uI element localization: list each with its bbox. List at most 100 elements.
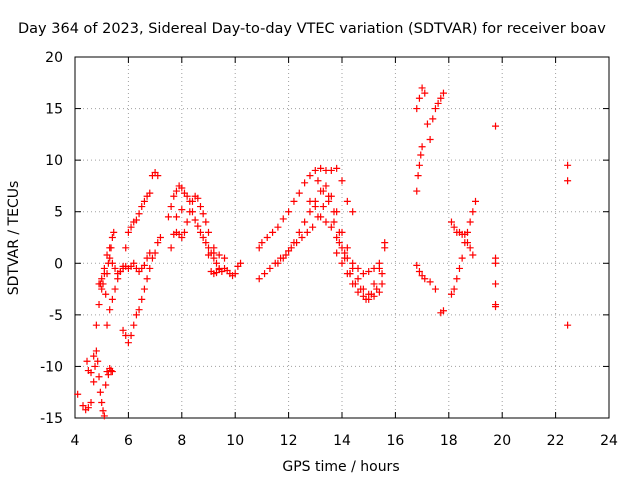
data-point bbox=[107, 367, 115, 375]
data-point bbox=[375, 264, 383, 272]
data-point bbox=[492, 280, 500, 288]
data-point bbox=[322, 218, 330, 226]
data-point bbox=[84, 404, 92, 412]
x-tick-label: 10 bbox=[226, 433, 244, 449]
data-point bbox=[279, 254, 287, 262]
data-point bbox=[196, 228, 204, 236]
data-point bbox=[333, 164, 341, 172]
data-point bbox=[127, 331, 135, 339]
data-point bbox=[306, 172, 314, 180]
data-point bbox=[421, 89, 429, 97]
data-point bbox=[290, 239, 298, 247]
data-point bbox=[146, 249, 154, 257]
data-point bbox=[130, 321, 138, 329]
data-point bbox=[492, 259, 500, 267]
data-point bbox=[188, 197, 196, 205]
data-point bbox=[202, 218, 210, 226]
data-point bbox=[196, 203, 204, 211]
series-afternoon-main bbox=[255, 164, 357, 252]
data-point bbox=[180, 228, 188, 236]
y-tick-label: -15 bbox=[40, 411, 63, 427]
data-point bbox=[255, 244, 263, 252]
data-point bbox=[290, 197, 298, 205]
data-point bbox=[106, 244, 114, 252]
data-point bbox=[255, 275, 263, 283]
series-early-left bbox=[74, 347, 116, 420]
data-point bbox=[102, 381, 110, 389]
data-point bbox=[95, 280, 103, 288]
series-evening-mid bbox=[413, 143, 426, 195]
y-tick-label: 5 bbox=[54, 205, 63, 221]
series-early-steep bbox=[83, 228, 118, 377]
data-point bbox=[418, 143, 426, 151]
data-point bbox=[274, 223, 282, 231]
data-point bbox=[349, 208, 357, 216]
data-point bbox=[327, 166, 335, 174]
data-point bbox=[124, 339, 132, 347]
data-point bbox=[450, 223, 458, 231]
data-point bbox=[426, 278, 434, 286]
data-point bbox=[178, 234, 186, 241]
y-tick-label: 15 bbox=[45, 102, 63, 118]
data-point bbox=[378, 270, 386, 278]
x-tick-label: 12 bbox=[280, 433, 298, 449]
data-point bbox=[132, 216, 140, 224]
data-point bbox=[231, 270, 239, 278]
data-point bbox=[74, 390, 82, 398]
data-point bbox=[154, 172, 162, 180]
data-point bbox=[154, 239, 162, 247]
x-tick-label: 16 bbox=[386, 433, 404, 449]
data-point bbox=[79, 402, 87, 410]
data-point bbox=[266, 264, 274, 272]
data-point bbox=[90, 352, 98, 360]
data-points bbox=[74, 84, 572, 420]
data-point bbox=[301, 179, 309, 187]
data-point bbox=[333, 249, 341, 257]
data-point bbox=[381, 239, 389, 247]
data-point bbox=[306, 208, 314, 216]
data-point bbox=[319, 187, 327, 195]
x-tick-label: 22 bbox=[547, 433, 565, 449]
data-point bbox=[98, 285, 106, 293]
data-point bbox=[341, 254, 349, 262]
data-point bbox=[349, 280, 357, 288]
y-tick-label: 10 bbox=[45, 153, 63, 169]
data-point bbox=[343, 197, 351, 205]
data-point bbox=[370, 292, 378, 300]
data-point bbox=[461, 230, 469, 238]
data-point bbox=[90, 378, 98, 386]
data-point bbox=[447, 218, 455, 226]
data-point bbox=[423, 120, 431, 128]
data-point bbox=[338, 228, 346, 236]
data-point bbox=[421, 275, 429, 283]
data-point bbox=[295, 189, 303, 197]
data-point bbox=[210, 249, 218, 257]
data-point bbox=[111, 285, 119, 293]
series-morning-arc-a bbox=[95, 169, 162, 288]
data-point bbox=[103, 270, 111, 278]
x-tick-label: 4 bbox=[71, 433, 80, 449]
data-point bbox=[370, 280, 378, 288]
data-point bbox=[455, 264, 463, 272]
data-point bbox=[429, 115, 437, 123]
data-point bbox=[365, 268, 373, 276]
data-point bbox=[122, 244, 130, 252]
data-point bbox=[110, 228, 118, 236]
data-point bbox=[140, 197, 148, 205]
data-point bbox=[186, 208, 194, 216]
data-point bbox=[359, 292, 367, 300]
data-point bbox=[469, 208, 477, 216]
data-point bbox=[221, 254, 229, 262]
data-point bbox=[322, 182, 330, 190]
data-point bbox=[492, 303, 500, 311]
data-point bbox=[327, 223, 335, 231]
data-point bbox=[314, 177, 322, 185]
x-tick-label: 24 bbox=[600, 433, 618, 449]
data-point bbox=[325, 192, 333, 200]
series-night-isolated bbox=[492, 122, 572, 329]
data-point bbox=[365, 295, 373, 303]
data-point bbox=[127, 223, 135, 231]
data-point bbox=[135, 210, 143, 218]
data-point bbox=[95, 301, 103, 309]
data-point bbox=[472, 197, 479, 205]
